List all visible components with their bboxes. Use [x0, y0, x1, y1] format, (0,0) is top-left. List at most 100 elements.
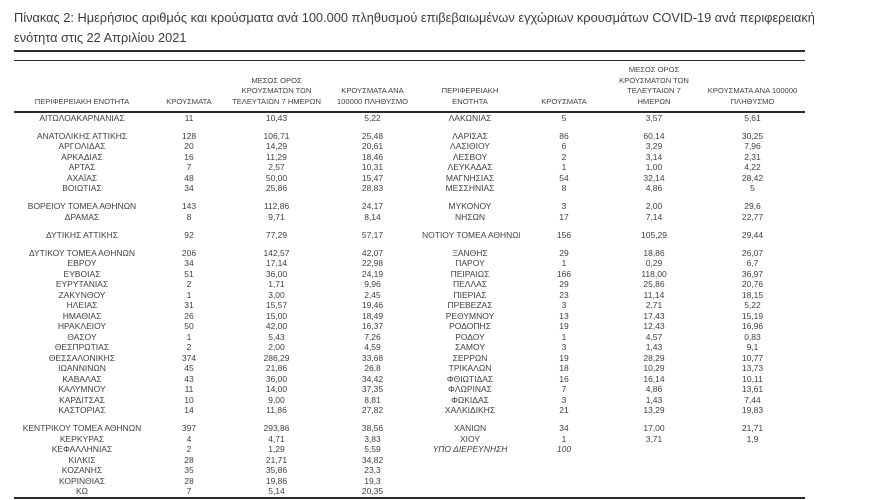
left-per100k-cell: 19,3	[364, 475, 381, 486]
left-region-cell: ΚΑΛΥΜΝΟΥ	[58, 384, 106, 394]
right-region-cell: ΞΑΝΘΗΣ	[452, 247, 488, 258]
table-row: ΘΑΣΟΥ 1 5,43 7,26 ΡΟΔΟΥ 1 4,57 0,83	[14, 332, 805, 343]
left-region-cell: ΚΩ	[14, 486, 150, 499]
right-cases-cell: 156	[556, 229, 572, 240]
left-per100k-cell: 28,83	[361, 183, 384, 193]
left-region-cell: ΘΕΣΠΡΩΤΙΑΣ	[54, 342, 110, 352]
right-cases-cell: 13	[559, 310, 569, 321]
right-per100k-cell: 16,96	[741, 321, 764, 331]
spacer-cell	[14, 123, 805, 131]
right-avg7-cell	[608, 486, 700, 499]
table-row: ΕΥΡΥΤΑΝΙΑΣ 2 1,71 9,96 ΠΕΛΛΑΣ 29 25,86 20,76	[14, 279, 805, 290]
left-per100k-cell: 7,26	[364, 331, 381, 342]
table-row: ΙΩΑΝΝΙΝΩΝ 45 21,86 26,8 ΤΡΙΚΑΛΩΝ 18 10,29 13,73	[14, 363, 805, 374]
left-cases-cell: 28	[184, 454, 194, 465]
left-cases-cell: 4	[186, 433, 192, 444]
header-per100k-right: ΚΡΟΥΣΜΑΤΑ ΑΝΑ 100000 ΠΛΗΘΥΣΜΟ	[700, 60, 805, 113]
right-avg7-cell: 13,29	[643, 405, 665, 415]
right-region-cell: ΝΗΣΩΝ	[454, 211, 486, 222]
header-region-left: ΠΕΡΙΦΕΡΕΙΑΚΗ ΕΝΟΤΗΤΑ	[14, 60, 150, 113]
right-cases-cell: 29	[559, 247, 569, 258]
left-per100k-cell: 20,61	[361, 141, 384, 151]
right-avg7-cell: 11,14	[643, 289, 665, 300]
spacer-cell	[14, 222, 805, 230]
left-region-cell: ΘΕΣΣΑΛΟΝΙΚΗΣ	[48, 352, 116, 363]
right-avg7-cell	[608, 455, 700, 466]
right-cases-cell	[520, 486, 608, 499]
right-avg7-cell: 7,14	[645, 211, 663, 222]
right-per100k-cell: 1,9	[746, 433, 759, 444]
table-row: ΘΕΣΠΡΩΤΙΑΣ 2 2,00 4,59 ΣΑΜΟΥ 3 1,43 9,1	[14, 342, 805, 353]
right-per100k-cell: 20,76	[741, 279, 764, 289]
left-avg7-cell: 11,86	[266, 405, 287, 415]
right-avg7-cell: 1,43	[645, 394, 663, 405]
left-avg7-cell: 3,00	[268, 289, 285, 300]
left-region-cell: ΒΟΙΩΤΙΑΣ	[62, 183, 102, 193]
left-cases-cell: 45	[184, 363, 194, 373]
right-avg7-cell: 17,43	[643, 310, 665, 321]
left-cases-cell: 2	[186, 342, 192, 352]
right-avg7-cell: 118,00	[641, 268, 667, 279]
right-per100k-cell: 2,31	[744, 151, 761, 162]
left-cases-cell: 7	[150, 486, 228, 499]
page-title: Πίνακας 2: Ημερήσιος αριθμός και κρούσμα…	[14, 10, 815, 45]
table-row: ΑΡΤΑΣ 7 2,57 10,31 ΛΕΥΚΑΔΑΣ 1 1,00 4,22	[14, 162, 805, 173]
left-cases-cell: 26	[184, 310, 194, 321]
right-region-cell: ΦΛΩΡΙΝΑΣ	[448, 384, 492, 394]
right-avg7-cell: 3,14	[645, 151, 663, 162]
right-cases-cell: 6	[561, 141, 567, 151]
right-cases-cell: 19	[559, 352, 569, 363]
left-avg7-cell: 2,57	[268, 162, 285, 172]
right-region-cell: ΠΑΡΟΥ	[455, 258, 485, 268]
right-region-cell: ΠΙΕΡΙΑΣ	[453, 289, 487, 300]
right-avg7-cell: 105,29	[641, 229, 667, 240]
left-avg7-cell: 11,29	[266, 151, 287, 162]
table-row: ΔΥΤΙΚΟΥ ΤΟΜΕΑ ΑΘΗΝΩΝ 206 142,57 42,07 ΞΑΝΘΗΣ…	[14, 248, 805, 259]
right-cases-cell: 3	[561, 342, 567, 352]
left-per100k-cell: 25,48	[361, 130, 384, 141]
left-per100k-cell: 34,42	[361, 373, 384, 384]
left-region-cell: ΚΙΛΚΙΣ	[68, 454, 96, 465]
right-cases-cell: 1	[561, 162, 567, 172]
left-cases-cell: 10	[184, 394, 194, 405]
left-region-cell: ΑΙΤΩΛΟΑΚΑΡΝΑΝΙΑΣ	[39, 112, 125, 123]
title-divider	[14, 50, 805, 52]
left-avg7-cell: 42,00	[265, 321, 288, 331]
left-cases-cell: 50	[184, 321, 194, 331]
right-cases-cell: 5	[561, 112, 567, 123]
left-avg7-cell: 4,71	[268, 433, 285, 444]
right-per100k-cell: 29,44	[741, 229, 764, 240]
table-row: ΗΜΑΘΙΑΣ 26 15,00 18,49 ΡΕΘΥΜΝΟΥ 13 17,43 15,19	[14, 311, 805, 322]
left-cases-cell: 48	[184, 172, 194, 183]
right-avg7-cell	[608, 465, 700, 476]
right-region-cell: ΣΑΜΟΥ	[454, 342, 485, 352]
right-region-cell: ΜΕΣΣΗΝΙΑΣ	[445, 183, 495, 193]
left-region-cell: ΚΟΖΑΝΗΣ	[61, 465, 103, 475]
left-cases-cell: 7	[186, 162, 192, 172]
right-region-cell	[420, 476, 520, 487]
left-per100k-cell: 16,37	[361, 321, 384, 331]
left-avg7-cell: 50,00	[265, 172, 288, 183]
left-cases-cell: 374	[181, 352, 197, 363]
right-region-cell: ΡΕΘΥΜΝΟΥ	[445, 310, 495, 321]
header-cases-left: ΚΡΟΥΣΜΑΤΑ	[150, 60, 228, 113]
right-region-cell: ΠΡΕΒΕΖΑΣ	[447, 300, 493, 310]
right-per100k-cell	[700, 455, 805, 466]
left-cases-cell: 143	[181, 201, 197, 211]
right-per100k-cell	[700, 444, 805, 455]
left-region-cell: ΑΧΑΪΑΣ	[66, 172, 98, 183]
left-cases-cell: 8	[186, 211, 192, 222]
spacer-row	[14, 194, 805, 202]
table-row: ΑΡΓΟΛΙΔΑΣ 20 14,29 20,61 ΛΑΣΙΘΙΟΥ 6 3,29 7,96	[14, 141, 805, 152]
left-region-cell: ΕΥΡΥΤΑΝΙΑΣ	[55, 279, 109, 289]
right-avg7-cell: 2,00	[645, 201, 663, 211]
left-cases-cell: 34	[184, 258, 194, 268]
right-region-cell: ΡΟΔΟΥ	[455, 331, 485, 342]
left-avg7-cell: 15,00	[265, 310, 288, 321]
left-region-cell: ΚΕΦΑΛΛΗΝΙΑΣ	[51, 444, 113, 454]
right-avg7-cell: 1,43	[645, 342, 663, 352]
right-avg7-cell: 2,71	[645, 300, 663, 310]
table-row: ΒΟΙΩΤΙΑΣ 34 25,86 28,83 ΜΕΣΣΗΝΙΑΣ 8 4,86 5	[14, 183, 805, 194]
spacer-cell	[14, 416, 805, 424]
right-cases-cell: 21	[559, 405, 569, 415]
